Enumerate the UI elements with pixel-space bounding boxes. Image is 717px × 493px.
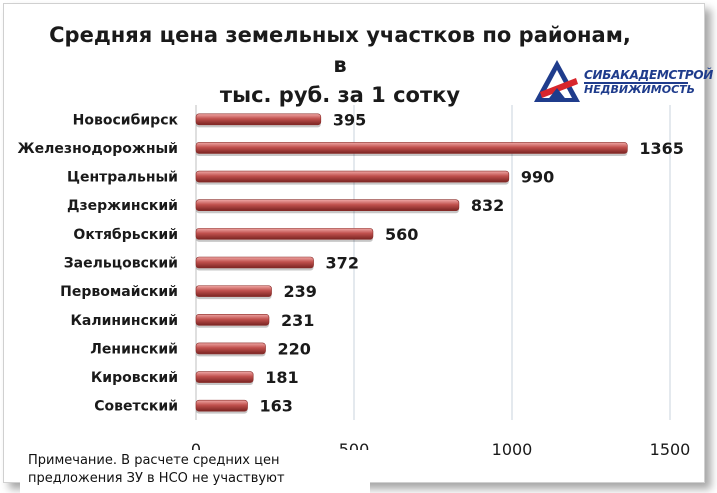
bar-0 — [195, 113, 322, 126]
category-label-1: Железнодорожный — [18, 141, 178, 157]
bar-5 — [195, 256, 314, 269]
data-label-5: 372 — [326, 254, 359, 273]
category-label-10: Советский — [94, 399, 178, 415]
category-label-2: Центральный — [67, 170, 178, 186]
bar-8 — [195, 342, 266, 355]
category-label-9: Кировский — [91, 370, 178, 386]
logo-text-line-2: НЕДВИЖИМОСТЬ — [584, 83, 696, 96]
chart-title: Средняя цена земельных участков по район… — [40, 20, 640, 110]
x-tick-label-0: 0 — [191, 440, 201, 459]
footnote-line-2: предложения ЗУ в НСО не участвуют — [28, 471, 285, 486]
logo-mark-icon — [534, 60, 580, 102]
chart-bars — [195, 113, 628, 414]
footnote: Примечание. В расчете средних цен предло… — [20, 450, 370, 493]
category-label-7: Калининский — [70, 313, 178, 329]
x-tick-label-3: 1500 — [650, 440, 691, 459]
bar-3 — [195, 199, 460, 212]
category-label-8: Ленинский — [90, 341, 178, 357]
logo-text-line-1: СИБАКАДЕМСТРОЙ — [584, 68, 714, 82]
chart-x-tick-labels: 050010001500 — [191, 440, 690, 459]
category-label-0: Новосибирск — [73, 112, 179, 128]
data-label-6: 239 — [284, 282, 317, 301]
category-label-6: Первомайский — [60, 284, 178, 300]
bar-4 — [195, 228, 374, 240]
category-label-5: Заельцовский — [64, 256, 178, 272]
bar-2 — [195, 170, 510, 183]
data-label-7: 231 — [281, 311, 314, 330]
bar-9 — [195, 371, 254, 383]
data-label-1: 1365 — [639, 139, 684, 158]
chart-data-labels: 395 1365 990 832 560 372 239 231 220 181 163 — [260, 110, 684, 415]
data-label-0: 395 — [333, 110, 366, 129]
chart-category-labels: Новосибирск Железнодорожный Центральный Дзе… — [18, 112, 179, 414]
bar-10 — [195, 399, 248, 412]
category-label-4: Октябрьский — [73, 227, 178, 243]
chart-title-line-1: Средняя цена земельных участков по район… — [49, 23, 631, 77]
bar-6 — [195, 285, 272, 297]
chart-title-line-2: тыс. руб. за 1 сотку — [219, 83, 461, 107]
data-label-8: 220 — [278, 339, 311, 358]
data-label-9: 181 — [265, 368, 298, 387]
data-label-2: 990 — [521, 168, 554, 187]
logo-divider — [584, 82, 688, 84]
bar-7 — [195, 313, 270, 326]
category-label-3: Дзержинский — [67, 198, 178, 214]
footnote-line-1: Примечание. В расчете средних цен — [28, 453, 280, 468]
bar-1 — [195, 142, 628, 154]
company-logo: СИБАКАДЕМСТРОЙ НЕДВИЖИМОСТЬ — [532, 58, 713, 104]
x-tick-label-2: 1000 — [492, 440, 533, 459]
data-label-4: 560 — [385, 225, 418, 244]
data-label-3: 832 — [471, 196, 504, 215]
data-label-10: 163 — [260, 397, 293, 416]
